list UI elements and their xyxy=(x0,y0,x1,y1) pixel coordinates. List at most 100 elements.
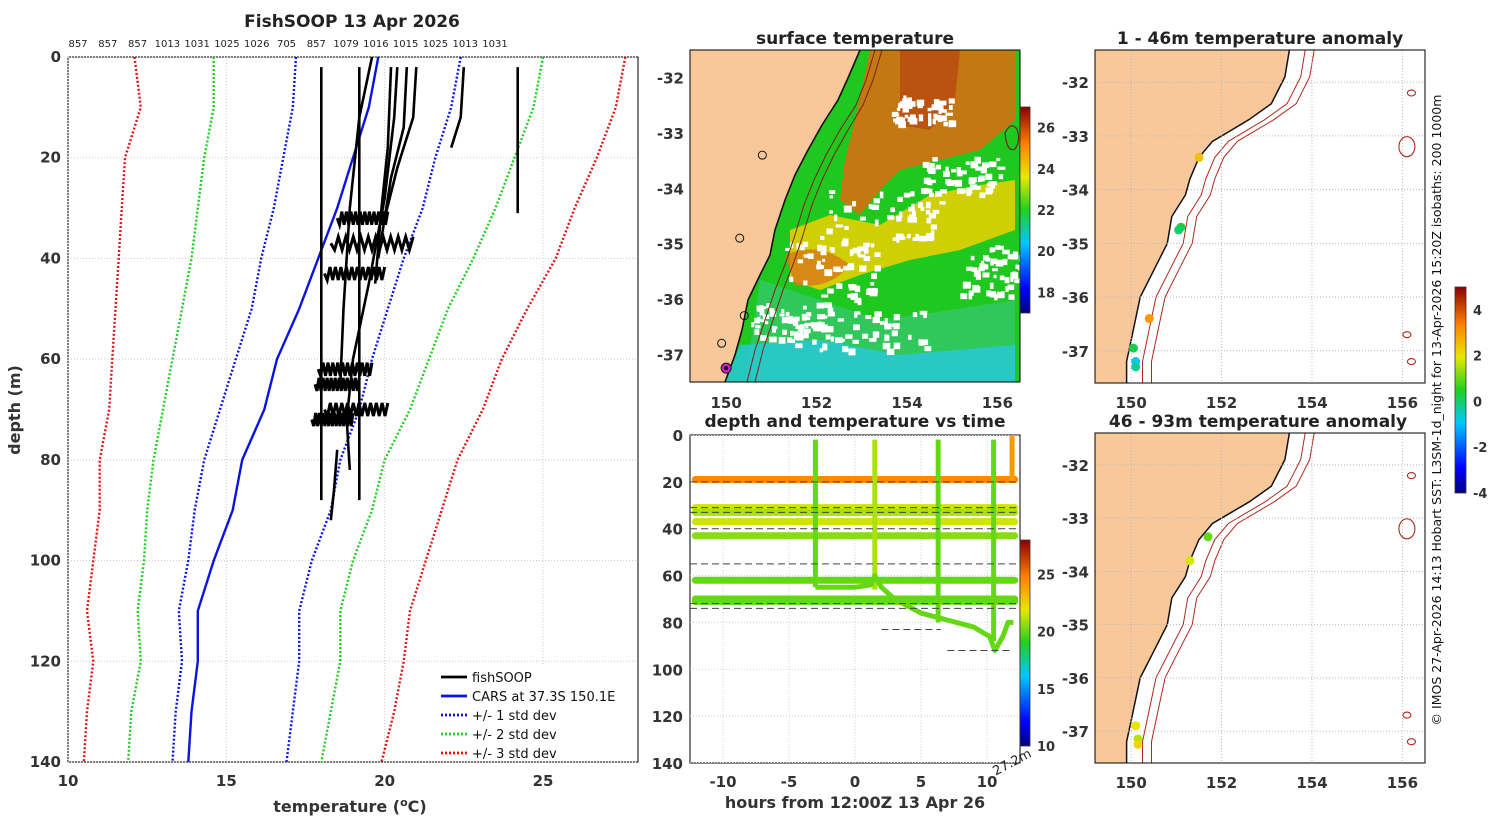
cloud-pixel xyxy=(871,272,877,280)
cloud-pixel xyxy=(993,274,997,279)
anomaly-46-93-body xyxy=(1095,433,1425,763)
cloud-pixel xyxy=(790,330,794,336)
cloud-pixel xyxy=(797,325,802,333)
profile-ticks: 10 15 20 25 0 20 40 60 80 100 120 140 xyxy=(30,48,554,790)
cloud-pixel xyxy=(985,173,993,181)
cloud-pixel xyxy=(934,116,939,121)
cloud-pixel xyxy=(908,206,915,212)
profile-legend: fishSOOP CARS at 37.3S 150.1E +/- 1 std de… xyxy=(435,664,619,762)
cloud-pixel xyxy=(979,263,986,269)
profile-title: FishSOOP 13 Apr 2026 xyxy=(244,12,460,32)
sst-y-tick: -36 xyxy=(657,291,684,309)
anomaly-46-93-ticks: 150 152 154 156 -32 -33 -34 -35 -36 -37 xyxy=(1062,457,1418,792)
cloud-pixel xyxy=(956,170,963,177)
sst-stations xyxy=(717,150,767,374)
cloud-pixel xyxy=(925,201,931,209)
top-label: 1079 xyxy=(333,39,358,50)
cloud-pixel xyxy=(982,272,990,278)
sst-warm-core xyxy=(840,50,1015,215)
cloud-pixel xyxy=(760,319,766,323)
series-line-cars xyxy=(187,56,380,763)
anomaly-colorbar: -4 -2 0 2 4 xyxy=(1454,286,1487,502)
anomaly-point xyxy=(1185,556,1195,566)
cloud-pixel xyxy=(894,113,899,117)
cloud-pixel xyxy=(945,166,949,172)
fishsoop-trace xyxy=(449,67,466,148)
seamount-isobath xyxy=(1402,331,1412,339)
anomaly-1-46-axes xyxy=(1094,49,1426,384)
cloud-pixel xyxy=(966,193,972,197)
cloud-pixel xyxy=(966,187,973,194)
anomaly-point xyxy=(1174,225,1184,235)
depth-time-x-label: hours from 12:00Z 13 Apr 26 xyxy=(725,793,985,812)
anomaly-colorbar-tick: -4 xyxy=(1473,487,1487,502)
sst-x-tick: 156 xyxy=(982,394,1013,412)
cloud-pixel xyxy=(835,224,844,228)
cloud-pixel xyxy=(893,342,901,350)
cloud-pixel xyxy=(817,314,825,320)
fishsoop-trace xyxy=(329,449,339,521)
cloud-pixel xyxy=(803,328,811,334)
cloud-pixel xyxy=(975,274,982,280)
cloud-pixel xyxy=(822,343,828,351)
cloud-pixel xyxy=(816,264,822,270)
sst-colorbar-tick: 22 xyxy=(1037,204,1055,219)
cloud-pixel xyxy=(804,322,813,327)
cloud-pixel xyxy=(907,216,913,223)
profile-x-label: temperature (oC) xyxy=(273,796,426,817)
cloud-pixel xyxy=(890,207,896,213)
cloud-pixel xyxy=(998,174,1004,180)
anomaly-point xyxy=(1194,152,1204,162)
sst-station-marker xyxy=(717,338,727,348)
cloud-pixel xyxy=(830,336,835,342)
cloud-pixel xyxy=(968,178,976,185)
top-label: 1026 xyxy=(244,39,269,50)
cloud-pixel xyxy=(868,204,874,209)
cloud-pixel xyxy=(848,263,855,271)
cloud-pixel xyxy=(857,250,861,257)
cloud-pixel xyxy=(848,348,856,356)
cloud-pixel xyxy=(1005,286,1009,292)
cloud-pixel xyxy=(853,324,860,331)
top-label: 857 xyxy=(307,39,326,50)
ts-y-tick: 60 xyxy=(662,568,683,586)
cloud-pixel xyxy=(933,99,940,106)
anomaly-46-93-axes xyxy=(1094,432,1426,764)
cloud-pixel xyxy=(896,215,902,222)
cloud-pixel xyxy=(951,168,957,173)
degree-superscript: o xyxy=(400,796,408,809)
top-label: 1031 xyxy=(184,39,209,50)
cloud-pixel xyxy=(908,334,912,340)
anomaly-x-tick: 150 xyxy=(1116,774,1147,792)
anomaly-46-93-title: 46 - 93m temperature anomaly xyxy=(1109,412,1407,432)
ts-x-tick: 0 xyxy=(850,773,860,791)
top-label: 1013 xyxy=(155,39,180,50)
cloud-pixel xyxy=(795,343,803,349)
cloud-pixel xyxy=(936,103,944,111)
cloud-pixel xyxy=(874,265,881,272)
seamount-isobath xyxy=(1398,518,1416,540)
cloud-pixel xyxy=(909,101,916,107)
anomaly-y-tick: -35 xyxy=(1062,617,1089,635)
cloud-pixel xyxy=(882,342,891,350)
sst-coastline xyxy=(724,50,861,382)
cloud-pixel xyxy=(1004,277,1010,284)
cloud-pixel xyxy=(850,294,858,299)
cloud-pixel xyxy=(911,211,917,217)
cloud-pixel xyxy=(902,107,910,113)
cloud-pixel xyxy=(792,319,799,326)
anomaly-x-tick: 152 xyxy=(1206,774,1237,792)
anomaly-1-46-title: 1 - 46m temperature anomaly xyxy=(1117,29,1403,49)
cloud-pixel xyxy=(907,97,912,102)
cloud-pixel xyxy=(817,244,822,252)
fishsoop-oscillation xyxy=(335,211,390,231)
cloud-pixel xyxy=(918,339,925,346)
cloud-pixel xyxy=(948,120,953,128)
cloud-pixel xyxy=(772,325,777,333)
y-tick-label: 80 xyxy=(40,451,61,469)
cloud-pixel xyxy=(829,195,834,199)
cloud-pixel xyxy=(858,254,866,258)
cloud-pixel xyxy=(939,201,946,205)
cloud-pixel xyxy=(764,321,769,325)
